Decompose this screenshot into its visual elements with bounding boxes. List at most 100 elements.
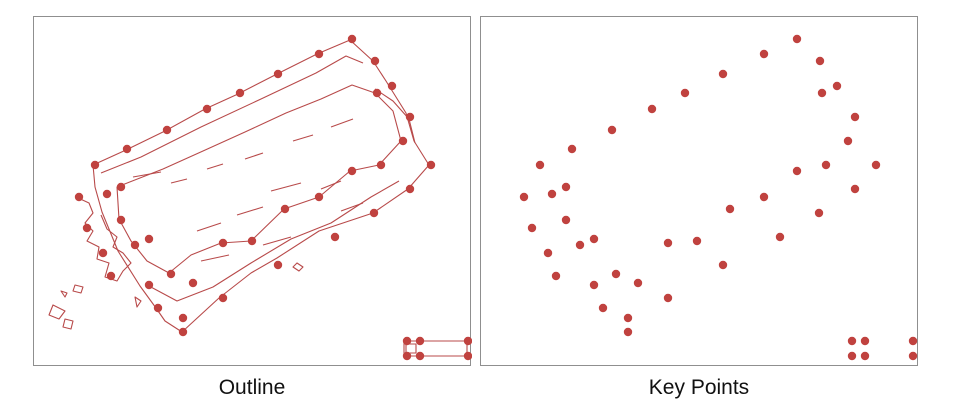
keypoint	[680, 88, 690, 98]
keypoint	[718, 260, 728, 270]
keypoint	[692, 236, 702, 246]
outline-keypoint	[235, 88, 245, 98]
outline-keypoint	[122, 144, 132, 154]
keypoint	[792, 34, 802, 44]
outline-keypoint	[370, 56, 380, 66]
keypoint	[647, 104, 657, 114]
noise-contour	[292, 262, 304, 272]
keypoint	[718, 69, 728, 79]
keypoint	[663, 293, 673, 303]
keypoint	[847, 336, 857, 346]
keypoint	[561, 215, 571, 225]
outline-keypoint	[116, 182, 126, 192]
keypoint	[792, 166, 802, 176]
fragment	[340, 202, 364, 212]
keypoint	[821, 160, 831, 170]
keypoint	[725, 204, 735, 214]
fragment	[292, 134, 314, 142]
outline-keypoint	[144, 234, 154, 244]
outline-keypoint	[347, 34, 357, 44]
outline-keypoint	[106, 271, 116, 281]
outline-caption: Outline	[218, 376, 286, 399]
fragment	[244, 152, 264, 160]
fragment	[196, 222, 222, 232]
keypoint	[759, 192, 769, 202]
keypoint	[567, 144, 577, 154]
fragment	[262, 236, 292, 246]
keypoints-drawing	[519, 34, 918, 361]
lower-edge	[148, 180, 400, 302]
keypoint	[623, 313, 633, 323]
keypoints-panel	[480, 16, 918, 366]
keypoint	[623, 327, 633, 337]
outline-keypoint	[202, 104, 212, 114]
keypoint	[775, 232, 785, 242]
outline-keypoint	[166, 269, 176, 279]
outline-keypoint	[415, 336, 425, 346]
outline-keypoint	[369, 208, 379, 218]
small-rect	[403, 340, 468, 357]
noise-contour	[62, 318, 74, 330]
noise-contour	[134, 296, 142, 308]
keypoints-caption: Key Points	[648, 376, 750, 399]
outline-panel	[33, 16, 472, 366]
inner-contour	[116, 84, 402, 274]
outline-drawing	[48, 34, 472, 361]
outline-keypoint	[90, 160, 100, 170]
fragment	[330, 118, 354, 128]
outline-keypoint	[347, 166, 357, 176]
outline-keypoint	[426, 160, 436, 170]
fragment	[170, 178, 188, 184]
noise-contour	[75, 196, 132, 282]
outline-keypoint	[247, 236, 257, 246]
fragment	[132, 171, 162, 178]
keypoint	[607, 125, 617, 135]
keypoint	[860, 336, 870, 346]
fragment	[200, 254, 230, 262]
outline-keypoint	[463, 351, 472, 361]
keypoint	[543, 248, 553, 258]
outline-keypoint	[415, 351, 425, 361]
outline-keypoint	[82, 223, 92, 233]
keypoint	[815, 56, 825, 66]
inner-edge-right	[374, 88, 416, 144]
keypoint	[663, 238, 673, 248]
outline-keypoint	[398, 136, 408, 146]
keypoint	[847, 351, 857, 361]
keypoint	[832, 81, 842, 91]
keypoint	[519, 192, 529, 202]
keypoint	[598, 303, 608, 313]
keypoint	[908, 336, 918, 346]
keypoint	[843, 136, 853, 146]
outline-keypoint	[153, 303, 163, 313]
keypoint	[551, 271, 561, 281]
outer-contour	[92, 39, 430, 333]
keypoint	[589, 234, 599, 244]
outline-keypoint	[218, 238, 228, 248]
outline-keypoint	[102, 189, 112, 199]
noise-contour	[60, 290, 68, 298]
keypoint	[908, 351, 918, 361]
keypoint	[575, 240, 585, 250]
keypoint	[611, 269, 621, 279]
outline-keypoint	[314, 49, 324, 59]
keypoint	[814, 208, 824, 218]
keypoint	[871, 160, 881, 170]
outline-keypoint	[273, 69, 283, 79]
inner-edge-top	[100, 55, 364, 174]
outline-keypoint	[330, 232, 340, 242]
fragment	[270, 182, 302, 192]
outline-keypoint	[188, 278, 198, 288]
outline-keypoint	[144, 280, 154, 290]
outline-keypoint	[98, 248, 108, 258]
keypoint	[860, 351, 870, 361]
outline-keypoint	[130, 240, 140, 250]
keypoint	[633, 278, 643, 288]
keypoint	[759, 49, 769, 59]
keypoint	[850, 112, 860, 122]
outline-keypoint	[405, 184, 415, 194]
outline-keypoint	[372, 88, 382, 98]
outline-keypoint	[116, 215, 126, 225]
keypoint	[817, 88, 827, 98]
keypoint	[535, 160, 545, 170]
